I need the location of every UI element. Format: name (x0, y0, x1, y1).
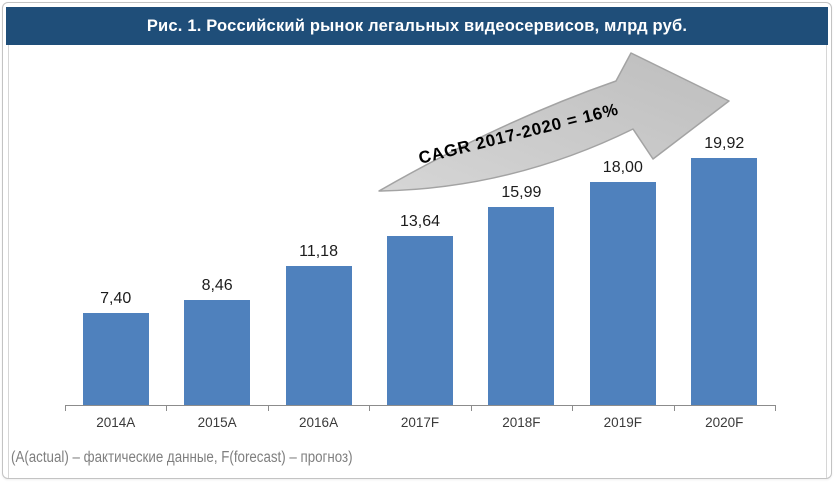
bar-value-label: 8,46 (201, 277, 233, 295)
x-axis-labels: 2014A 2015A 2016A 2017F 2018F 2019F 2020F (65, 415, 775, 430)
bar-column: 15,99 (471, 111, 572, 405)
axis-tick (65, 406, 66, 411)
bar-value-label: 15,99 (501, 184, 542, 202)
axis-tick (369, 406, 371, 411)
bar-2018f (488, 207, 555, 405)
bar-value-label: 18,00 (602, 159, 643, 177)
x-axis-label: 2020F (705, 415, 744, 430)
axis-tick (166, 406, 168, 411)
x-axis-label: 2014A (96, 415, 136, 430)
bar-column: 8,46 (166, 111, 267, 405)
bar-2016a (285, 266, 352, 405)
bar-value-label: 11,18 (299, 243, 338, 261)
footnote: (A(actual) – фактические данные, F(forec… (11, 449, 353, 466)
x-axis-label: 2018F (502, 415, 541, 430)
x-axis-label: 2016A (299, 415, 339, 430)
chart-title: Рис. 1. Российский рынок легальных видео… (146, 16, 688, 35)
bar-value-label: 7,40 (100, 290, 132, 308)
growth-arrow (378, 52, 730, 192)
bar-column: 18,00 (572, 111, 673, 405)
chart-card: Рис. 1. Российский рынок легальных видео… (2, 2, 832, 479)
bar-column: 11,18 (268, 111, 369, 405)
bar-value-label: 13,64 (399, 213, 440, 231)
chart-title-bar: Рис. 1. Российский рынок легальных видео… (6, 7, 828, 45)
bar-column: 19,92 (674, 111, 775, 405)
bar-2020f (691, 158, 758, 405)
axis-tick (572, 406, 574, 411)
bar-2015a (184, 300, 251, 405)
bar-column: 13,64 (369, 111, 470, 405)
axis-tick (673, 406, 675, 411)
plot-area: 7,40 8,46 11,18 13,64 15,99 18,00 19,92 (65, 111, 775, 405)
x-axis-label: 2019F (603, 415, 642, 430)
growth-arrow-shape (378, 52, 730, 192)
bar-column: 7,40 (65, 111, 166, 405)
bar-2019f (589, 182, 656, 405)
x-axis-line (65, 405, 776, 411)
axis-tick (775, 406, 776, 411)
axis-tick (267, 406, 269, 411)
chart-frame (8, 45, 827, 478)
x-axis-label: 2017F (400, 415, 440, 430)
axis-tick (470, 406, 472, 411)
bar-2017f (386, 236, 453, 405)
bar-value-label: 19,92 (704, 135, 745, 153)
x-axis-label: 2015A (197, 415, 237, 430)
bar-2014a (82, 313, 149, 405)
